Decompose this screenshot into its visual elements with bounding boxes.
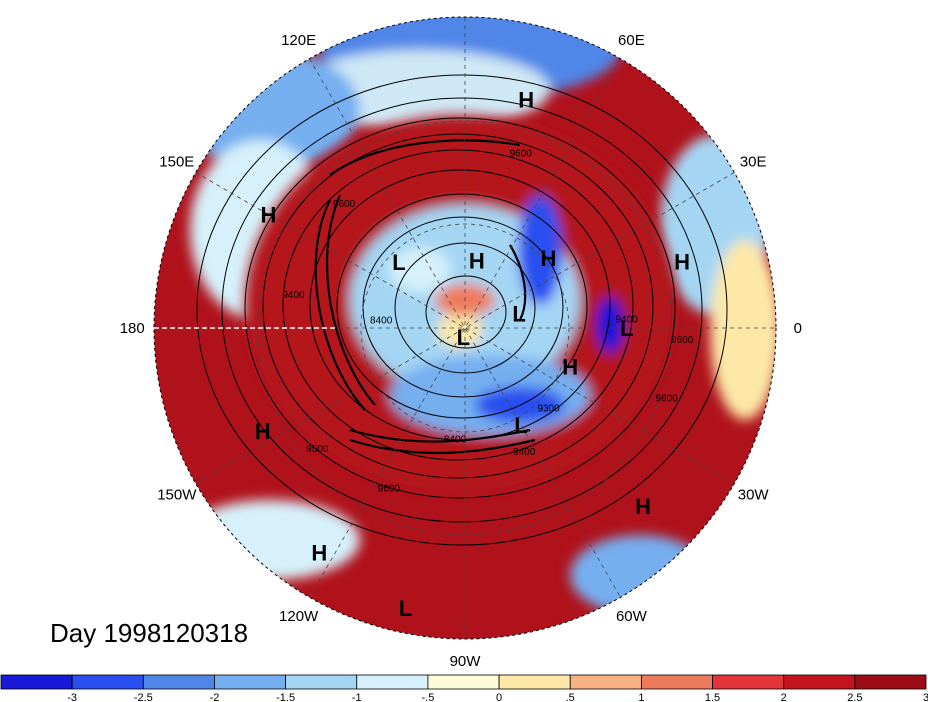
low-pressure-marker: L bbox=[399, 596, 412, 621]
longitude-label: 120E bbox=[281, 32, 316, 49]
colorbar-tick-label: 2 bbox=[781, 692, 787, 702]
map-border bbox=[153, 16, 777, 640]
low-pressure-marker: L bbox=[392, 250, 405, 275]
contour-label: 9400 bbox=[513, 447, 536, 458]
colorbar-tick-label: .5 bbox=[566, 692, 575, 702]
low-pressure-marker: L bbox=[457, 325, 470, 350]
colorbar-tick-label: 1.5 bbox=[705, 692, 720, 702]
contour-label: 9400 bbox=[282, 290, 305, 301]
colorbar-swatch bbox=[142, 674, 215, 690]
longitude-label: 120W bbox=[279, 608, 319, 625]
longitude-label: 150E bbox=[159, 154, 194, 171]
pale-patch-right bbox=[710, 240, 776, 420]
contour-label: 9500 bbox=[306, 444, 329, 455]
colorbar-tick-label: 1 bbox=[638, 692, 644, 702]
longitude-label: 30W bbox=[738, 486, 770, 503]
pressure-center-layer: H H H H H H H H H L L L L L L bbox=[255, 88, 690, 621]
colorbar-swatch bbox=[214, 674, 287, 690]
contour-label-layer: 9600 9600 9400 8400 8400 9300 9400 9500 9600 9400… bbox=[282, 148, 693, 494]
high-pressure-marker: H bbox=[311, 540, 327, 565]
colorbar-swatch bbox=[783, 674, 856, 690]
longitude-label: 150W bbox=[157, 486, 197, 503]
contour-label: 9600 bbox=[378, 483, 401, 494]
longitude-label: 0 bbox=[794, 320, 802, 337]
page-title: Day 1998120318 bbox=[50, 618, 249, 648]
contour-label: 9600 bbox=[510, 148, 533, 159]
high-pressure-marker: H bbox=[255, 419, 271, 444]
contour-label: 9600 bbox=[671, 335, 694, 346]
high-pressure-marker: H bbox=[562, 354, 578, 379]
colorbar-tick-label: -3 bbox=[67, 692, 77, 702]
colorbar-swatch bbox=[356, 674, 429, 690]
longitude-label: 30E bbox=[740, 154, 767, 171]
pale-pocket bbox=[390, 248, 450, 292]
longitude-label: 60E bbox=[618, 32, 645, 49]
map-disk: 9600 9600 9400 8400 8400 9300 9400 9500 9600 9400… bbox=[154, 17, 776, 639]
colorbar-swatch bbox=[0, 674, 73, 690]
high-pressure-marker: H bbox=[518, 88, 534, 113]
low-pressure-marker: L bbox=[512, 302, 525, 327]
low-pressure-marker: L bbox=[514, 413, 527, 438]
colorbar-swatch bbox=[427, 674, 500, 690]
colorbar-tick-label: -2 bbox=[210, 692, 220, 702]
colorbar-swatch bbox=[640, 674, 713, 690]
low-pressure-marker: L bbox=[620, 316, 633, 341]
longitude-label: 60W bbox=[616, 608, 648, 625]
contour-label: 8400 bbox=[370, 316, 393, 327]
high-pressure-marker: H bbox=[260, 202, 276, 227]
colorbar-tick-label: 2.5 bbox=[847, 692, 862, 702]
contour-label: 9600 bbox=[656, 393, 679, 404]
longitude-label: 90W bbox=[450, 653, 482, 670]
longitude-label: 180 bbox=[120, 320, 145, 337]
jet-band bbox=[314, 139, 536, 455]
pale-patch-bottomleft bbox=[180, 500, 360, 580]
colorbar-tick-label: 0 bbox=[496, 692, 502, 702]
colorbar-swatch bbox=[569, 674, 642, 690]
contour-label: 9600 bbox=[333, 199, 356, 210]
colorbar-tick-label: -1 bbox=[352, 692, 362, 702]
longitude-label-layer: 90E 60E 120E 30E 150E 180 0 150W 30W 120W 60W 90W bbox=[120, 0, 802, 670]
colorbar-swatch bbox=[854, 674, 927, 690]
colorbar-tick-label: -1.5 bbox=[276, 692, 295, 702]
colorbar: -3 -2.5 -2 -1.5 -1 -.5 0 .5 1 1.5 2 2.5 3 bbox=[0, 674, 928, 702]
colorbar-swatch bbox=[285, 674, 358, 690]
high-pressure-marker: H bbox=[635, 494, 651, 519]
longitude-label: 90E bbox=[452, 0, 479, 4]
high-pressure-marker: H bbox=[674, 250, 690, 275]
colorbar-swatch bbox=[71, 674, 144, 690]
colorbar-tick-label: -2.5 bbox=[134, 692, 153, 702]
high-pressure-marker: H bbox=[540, 246, 556, 271]
colorbar-tick-label: -.5 bbox=[422, 692, 435, 702]
contour-label: 8400 bbox=[444, 435, 467, 446]
colorbar-swatch bbox=[498, 674, 571, 690]
contour-label: 9300 bbox=[537, 404, 560, 415]
high-pressure-marker: H bbox=[469, 249, 485, 274]
contour-label: 9400 bbox=[615, 314, 638, 325]
colorbar-swatch bbox=[712, 674, 785, 690]
blue-cell-2 bbox=[596, 297, 624, 353]
colorbar-tick-label: 3 bbox=[923, 692, 928, 702]
